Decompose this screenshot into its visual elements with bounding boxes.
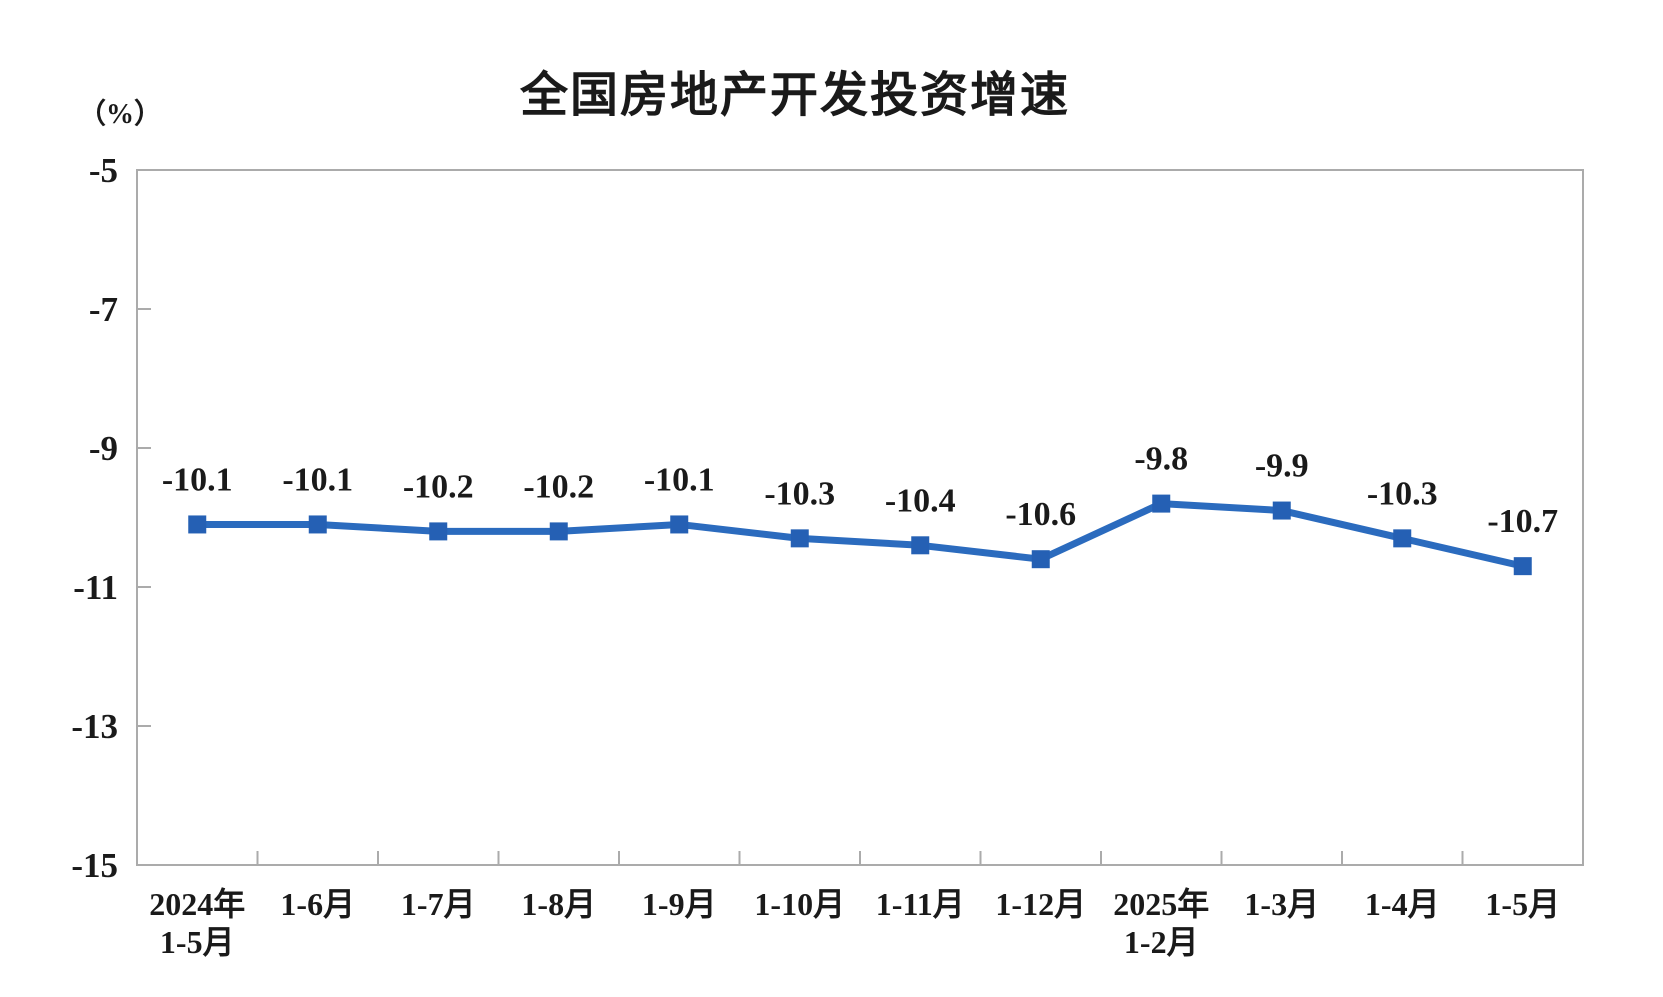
data-point-marker: [1031, 550, 1050, 569]
y-tick-label: -9: [89, 429, 118, 468]
data-point-marker: [790, 529, 809, 548]
y-tick-label: -11: [73, 568, 118, 607]
data-point-label: -10.1: [162, 461, 233, 498]
y-tick-label: -7: [89, 290, 118, 329]
data-point-label: -10.6: [1005, 496, 1076, 533]
data-point-marker: [308, 515, 327, 534]
data-point-label: -10.1: [644, 461, 715, 498]
x-tick-label: 1-8月: [521, 886, 596, 922]
data-point-label: -10.3: [764, 475, 835, 512]
data-point-marker: [1393, 529, 1412, 548]
data-point-label: -10.4: [885, 482, 956, 519]
data-point-marker: [911, 536, 930, 555]
y-tick-label: -5: [89, 151, 118, 190]
data-point-marker: [1272, 501, 1291, 520]
data-point-label: -10.2: [403, 468, 474, 505]
y-tick-label: -15: [71, 846, 118, 885]
data-point-marker: [1152, 494, 1171, 513]
x-tick-label: 1-6月: [280, 886, 355, 922]
x-tick-label: 1-9月: [642, 886, 717, 922]
x-tick-label: 1-11月: [876, 886, 965, 922]
data-point-marker: [188, 515, 207, 534]
data-point-label: -10.7: [1487, 503, 1558, 540]
data-point-label: -10.2: [523, 468, 594, 505]
data-point-label: -10.3: [1367, 475, 1438, 512]
data-point-label: -9.9: [1255, 448, 1309, 485]
data-point-label: -10.1: [282, 461, 353, 498]
series-line: [193, 500, 1527, 570]
x-tick-label: 1-5月: [1485, 886, 1560, 922]
x-tick-label: 1-4月: [1365, 886, 1440, 922]
data-point-marker: [1513, 557, 1532, 576]
y-tick-label: -13: [71, 707, 118, 746]
plot-border: [136, 169, 1584, 866]
data-point-marker: [549, 522, 568, 541]
x-tick-label: 2024年 1-5月: [149, 886, 245, 960]
data-point-marker: [670, 515, 689, 534]
y-axis-unit-label: （%）: [78, 99, 163, 130]
x-tick-label: 1-12月: [995, 886, 1086, 922]
x-tick-label: 2025年 1-2月: [1113, 886, 1209, 960]
chart-title: 全国房地产开发投资增速: [519, 69, 1070, 122]
x-tick-label: 1-10月: [754, 886, 845, 922]
data-point-label: -9.8: [1134, 441, 1188, 478]
data-point-marker: [429, 522, 448, 541]
x-tick-label: 1-3月: [1244, 886, 1319, 922]
x-tick-label: 1-7月: [401, 886, 476, 922]
